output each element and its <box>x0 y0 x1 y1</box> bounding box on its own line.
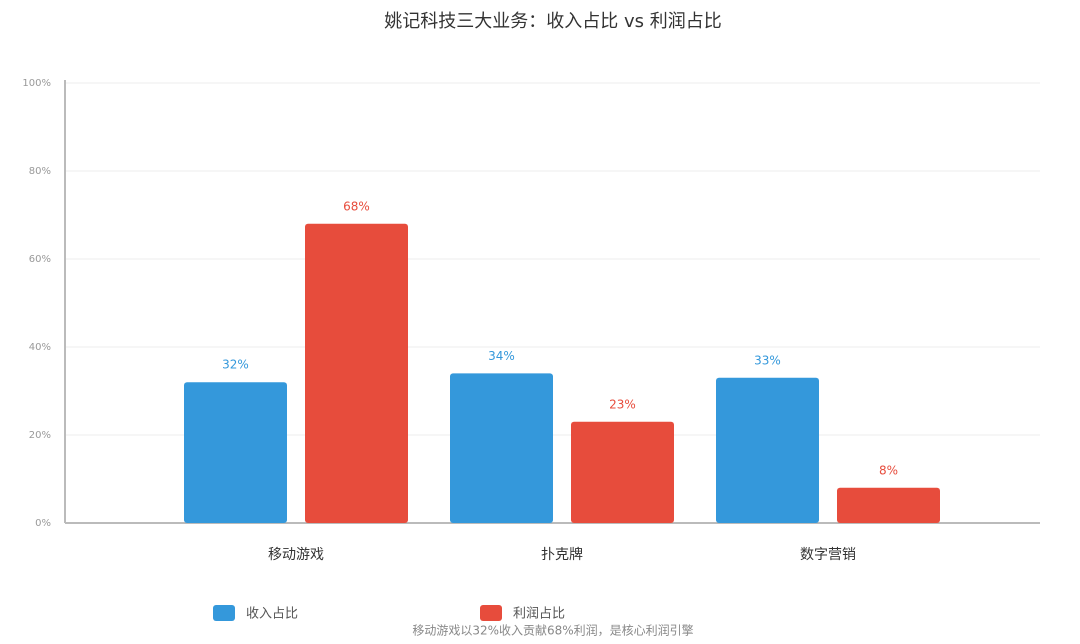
y-tick-label: 40% <box>29 342 51 353</box>
data-label: 32% <box>222 358 249 372</box>
legend-label: 收入占比 <box>246 607 298 622</box>
y-tick-label: 100% <box>22 78 51 89</box>
data-label: 23% <box>609 397 636 411</box>
chart-title: 姚记科技三大业务：收入占比 vs 利润占比 <box>384 11 721 32</box>
y-tick-label: 80% <box>29 166 51 177</box>
bar <box>184 382 287 523</box>
bar <box>305 223 408 524</box>
y-tick-label: 60% <box>29 254 51 265</box>
legend-swatch <box>213 605 235 621</box>
x-tick-label: 数字营销 <box>800 547 856 563</box>
bar <box>837 487 940 523</box>
bar <box>571 421 674 523</box>
y-tick-label: 0% <box>35 518 51 529</box>
legend-label: 利润占比 <box>513 607 565 622</box>
x-tick-label: 扑克牌 <box>541 546 583 563</box>
data-label: 33% <box>754 353 781 367</box>
legend-swatch <box>480 605 502 621</box>
x-tick-label: 移动游戏 <box>268 547 324 563</box>
data-label: 68% <box>343 199 370 213</box>
y-tick-label: 20% <box>29 430 51 441</box>
annotation: 移动游戏以32%收入贡献68%利润，是核心利润引擎 <box>412 623 693 638</box>
data-label: 8% <box>879 463 898 477</box>
bar <box>716 377 819 523</box>
data-label: 34% <box>488 349 515 363</box>
bar <box>450 373 553 523</box>
